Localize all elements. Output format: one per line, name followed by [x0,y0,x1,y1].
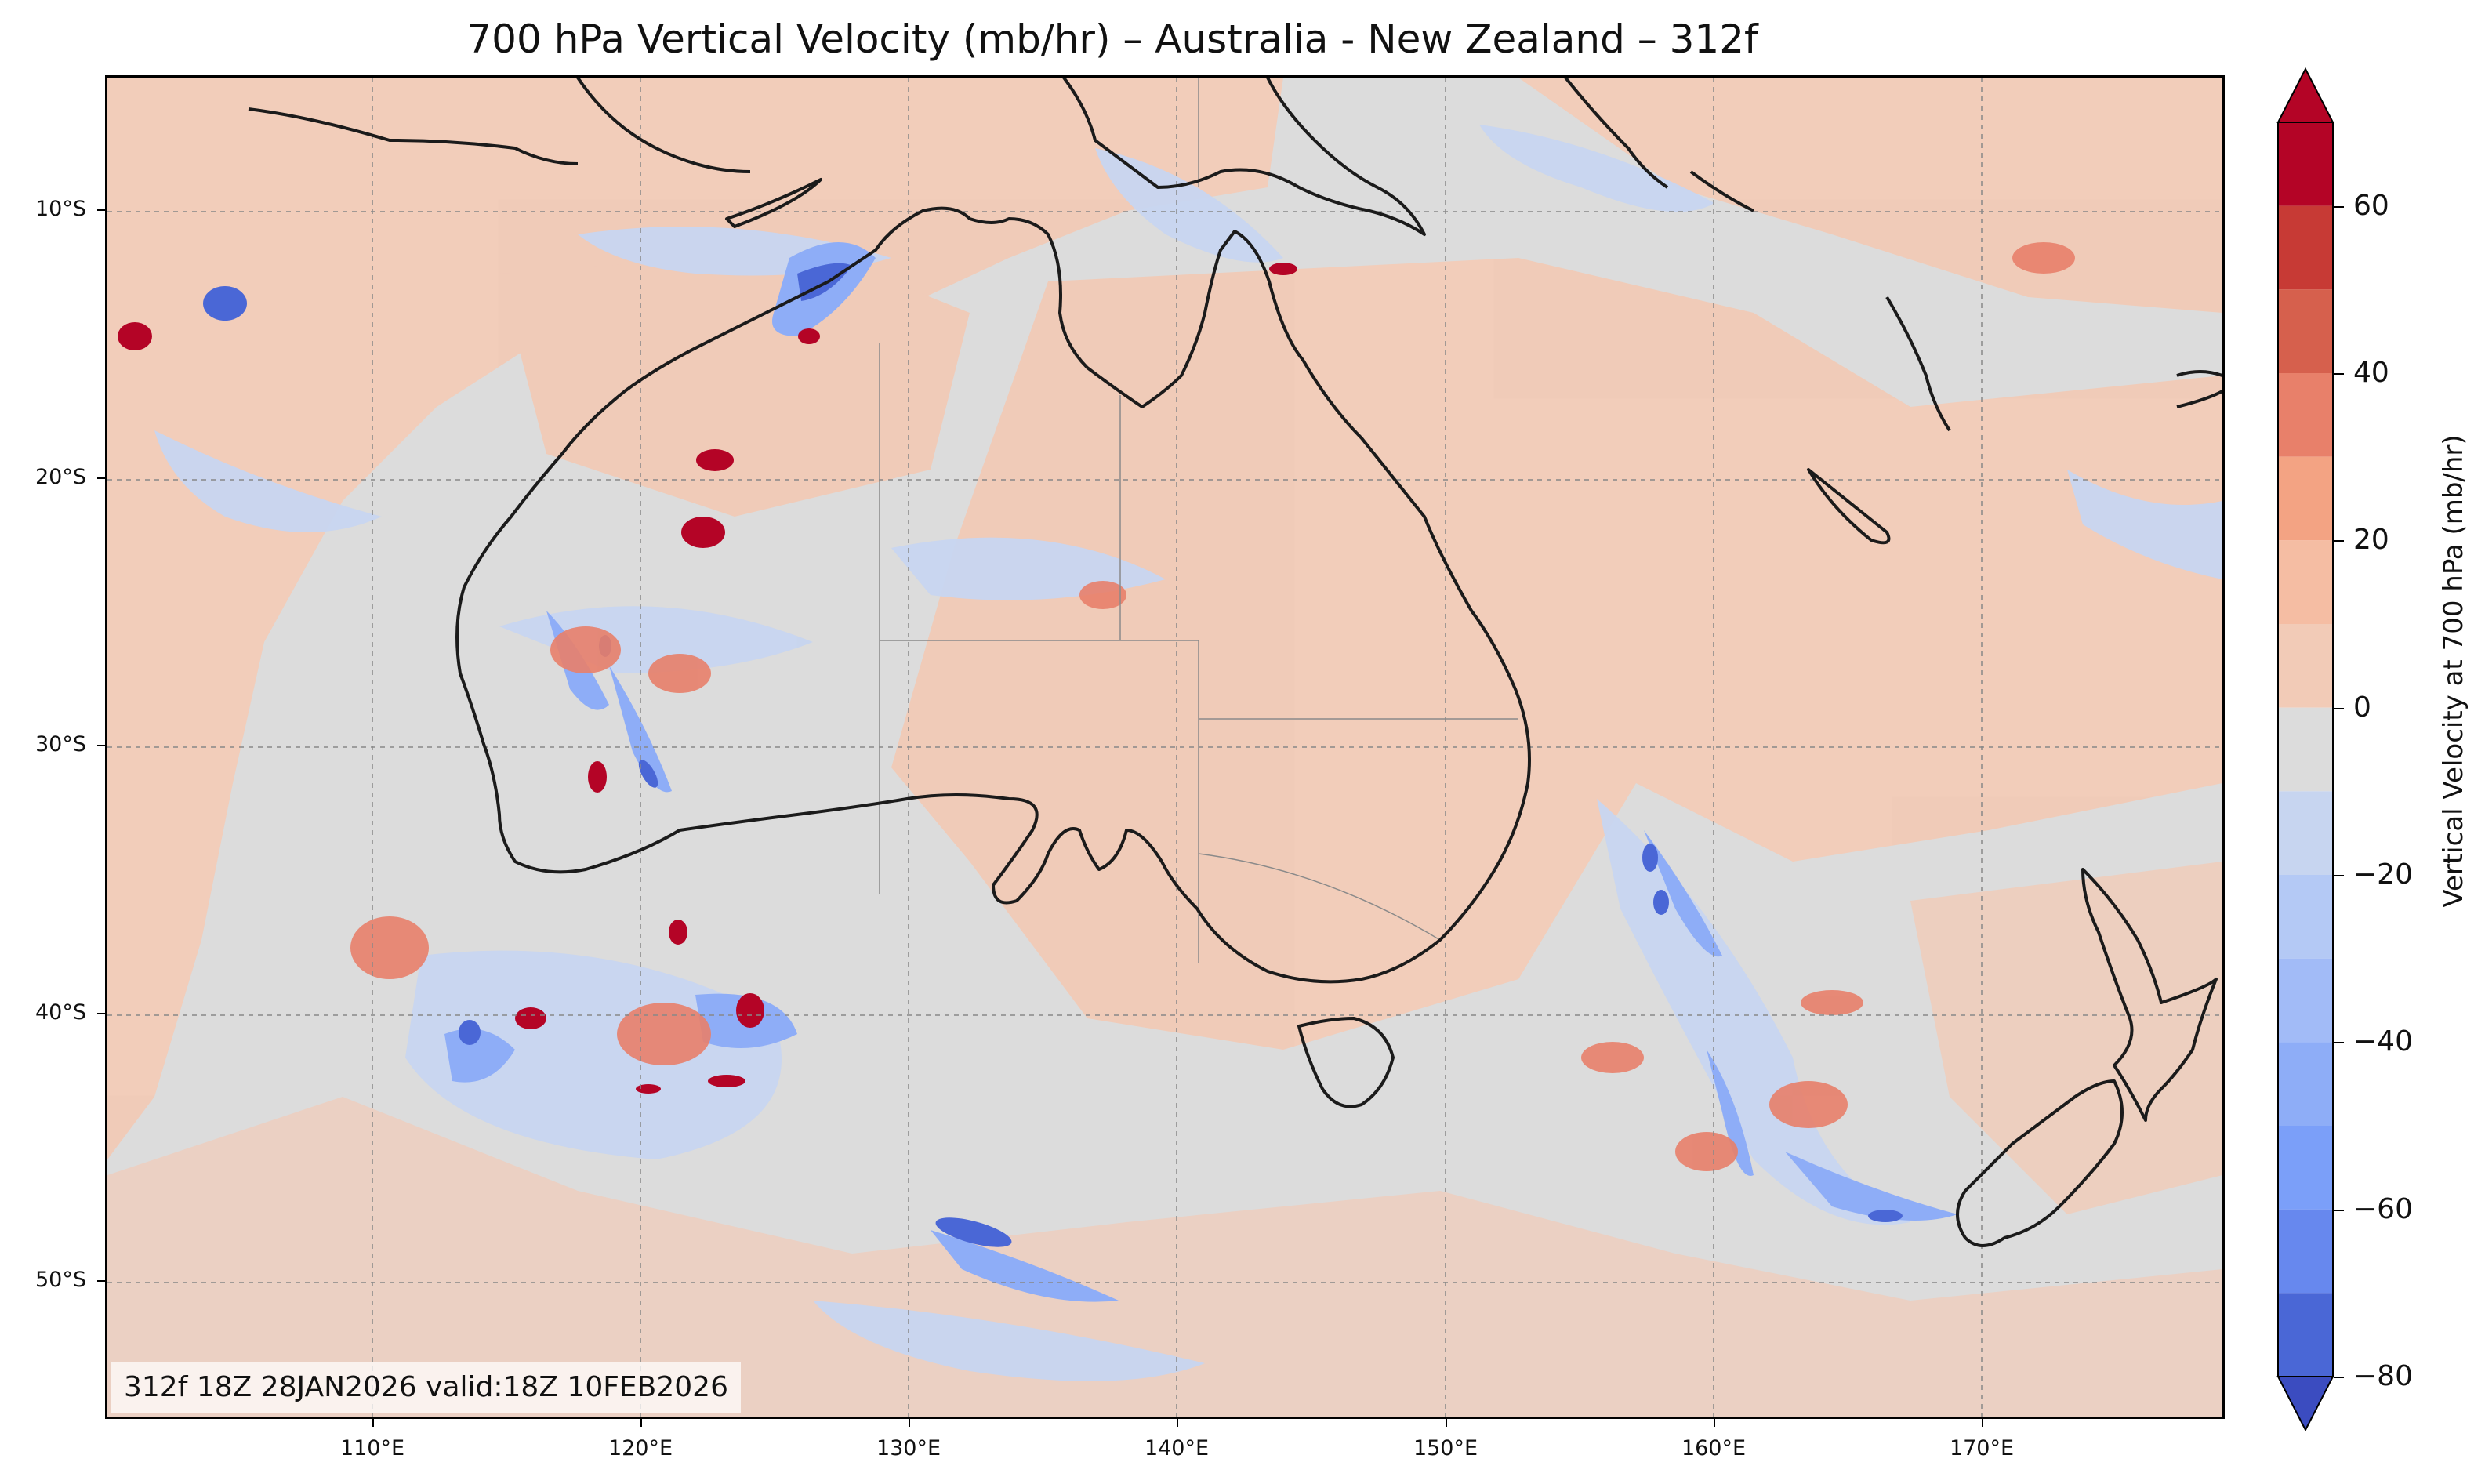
colorbar-level [2278,373,2333,457]
lat-tick-mark [97,745,105,746]
colorbar-level [2278,958,2333,1043]
colorbar-tick-label: −40 [2353,1025,2413,1058]
lat-tick-label: 20°S [35,465,86,489]
coastlines [248,78,2222,1247]
australia-coastline [455,206,1531,984]
lat-tick-label: 40°S [35,1000,86,1025]
colorbar-tick-label: 40 [2353,357,2389,389]
contour-fill-weak-ascent [107,78,2222,1417]
colorbar-level [2278,205,2333,290]
colorbar-level [2278,1042,2333,1126]
lon-tick-label: 150°E [1413,1436,1478,1460]
lon-tick-mark [1714,1419,1715,1427]
colorbar-level [2278,1293,2333,1377]
contour-fill-strong-descent [203,263,1903,1247]
lat-tick-label: 50°S [35,1268,86,1292]
lon-tick-mark [640,1419,642,1427]
colorbar-level [2278,1126,2333,1210]
forecast-valid-time-label: 312f 18Z 28JAN2026 valid:18Z 10FEB2026 [111,1362,741,1413]
colorbar-tick-mark [2334,875,2344,876]
colorbar-level [2278,1209,2333,1294]
lon-tick-mark [1177,1419,1178,1427]
map-title: 700 hPa Vertical Velocity (mb/hr) – Aust… [466,16,1758,62]
tasmania-coastline [1297,1017,1395,1108]
map-gridlines [107,78,2222,1417]
lat-tick-mark [97,1280,105,1282]
lon-tick-mark [372,1419,374,1427]
colorbar-tick-mark [2334,707,2344,709]
colorbar [2276,67,2334,1431]
colorbar-tick-label: 0 [2353,691,2371,724]
colorbar-level [2278,707,2333,792]
colorbar-tick-mark [2334,373,2344,375]
vertical-velocity-map [107,78,2222,1417]
lon-tick-mark [1446,1419,1447,1427]
sulawesi-coastline [576,78,751,173]
lon-tick-mark [909,1419,910,1427]
colorbar-level [2278,624,2333,708]
lat-tick-mark [97,477,105,479]
colorbar-extend-min [2276,1376,2334,1431]
lon-tick-mark [1982,1419,1983,1427]
lon-tick-label: 160°E [1681,1436,1747,1460]
lon-tick-label: 140°E [1144,1436,1210,1460]
colorbar-tick-mark [2334,1209,2344,1211]
map-panel[interactable] [105,75,2225,1419]
colorbar-tick-mark [2334,540,2344,542]
lon-tick-label: 120°E [608,1436,673,1460]
colorbar-tick-mark [2334,1042,2344,1044]
lat-tick-label: 10°S [35,197,86,221]
colorbar-tick-label: −20 [2353,858,2413,891]
colorbar-tick-mark [2334,1377,2344,1378]
colorbar-level [2278,791,2333,875]
new-guinea-coastline [1062,78,1426,236]
colorbar-outline [2277,122,2334,1377]
colorbar-tick-label: −80 [2353,1360,2413,1392]
lat-tick-mark [97,209,105,211]
vanuatu-coastline [1885,296,1951,432]
timor-coastline [725,178,822,228]
colorbar-tick-mark [2334,205,2344,208]
java-coastline [248,107,579,165]
colorbar-level [2278,540,2333,624]
colorbar-tick-label: −60 [2353,1192,2413,1225]
lon-tick-label: 130°E [876,1436,941,1460]
lon-tick-label: 170°E [1949,1436,2015,1460]
fiji-coastline [2176,370,2222,408]
lat-tick-mark [97,1013,105,1014]
nz-south-island-coastline [1956,1079,2124,1247]
contour-fill-strong-ascent [118,263,1297,1094]
lon-tick-label: 110°E [339,1436,405,1460]
solomon-islands-coastline [1564,78,1754,212]
colorbar-level [2278,875,2333,959]
colorbar-level [2278,456,2333,541]
new-caledonia-coastline [1807,468,1891,545]
lat-tick-label: 30°S [35,732,86,757]
colorbar-level [2278,289,2333,373]
colorbar-extend-max [2276,67,2334,123]
colorbar-tick-label: 60 [2353,189,2389,222]
colorbar-level [2278,122,2333,206]
colorbar-tick-label: 20 [2353,524,2389,557]
nz-north-island-coastline [2081,868,2218,1122]
